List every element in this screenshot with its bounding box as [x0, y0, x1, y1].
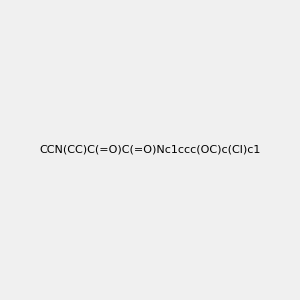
Text: CCN(CC)C(=O)C(=O)Nc1ccc(OC)c(Cl)c1: CCN(CC)C(=O)C(=O)Nc1ccc(OC)c(Cl)c1 — [39, 145, 261, 155]
